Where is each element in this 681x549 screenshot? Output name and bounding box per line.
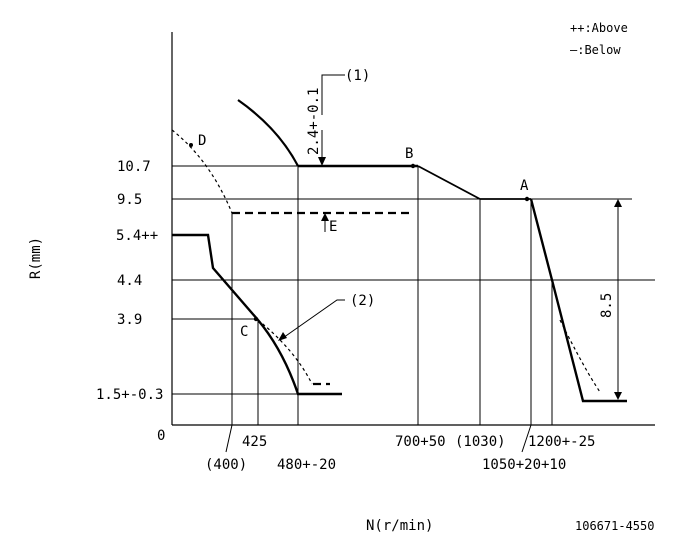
legend-below: —:Below [570,43,621,57]
lower-dashed-curve [257,319,313,385]
point-c-label: C [240,324,248,340]
point-e-label: E [329,219,337,235]
axes [171,32,655,426]
marker-c [253,316,259,322]
dim-arrow-bottom [614,392,622,400]
horizontal-guides [172,165,655,395]
upper-arc [237,99,299,167]
marker-d [189,143,193,147]
y-tick-1-5: 1.5+-0.3 [96,387,163,403]
governor-cutoff [529,198,627,403]
callout-1 [321,74,345,160]
right-dashed-curve [559,319,601,393]
x-axis-label: N(r/min) [366,518,433,534]
y-axis-label: R(mm) [28,237,44,279]
x-tick-480: 480+-20 [277,457,336,473]
x-tick-400: (400) [205,457,247,473]
marker-b [410,163,416,169]
span-label: 8.5 [599,293,615,318]
x-tick-425: 425 [242,434,267,450]
tick-leaders [225,424,532,453]
arrow-down-1 [318,157,326,166]
callout-2 [279,299,345,341]
point-markers [189,143,530,322]
x-tick-1050: 1050+20+10 [482,457,566,473]
y-tick-5-4: 5.4++ [116,228,158,244]
start-plateau [172,233,259,321]
x-tick-1030: (1030) [455,434,506,450]
y-tick-9-5: 9.5 [117,192,142,208]
torque-slope [417,165,531,200]
x-tick-1200: 1200+-25 [528,434,595,450]
dashed-curves [171,129,601,393]
x-tick-700: 700+50 [395,434,446,450]
characteristic-curve [172,99,627,403]
dim-arrow-top [614,199,622,207]
dashed-thick [232,211,410,386]
marker-a [524,196,530,202]
y-tick-10-7: 10.7 [117,159,151,175]
arrow-2 [278,332,287,341]
figure-id: 106671-4550 [575,519,654,533]
upper-dashed-arc [171,129,233,214]
legend-above: ++:Above [570,21,628,35]
point-d-label: D [198,133,206,149]
callout-2-label: (2) [350,293,375,309]
y-tick-3-9: 3.9 [117,312,142,328]
clearance-label: 2.4+-0.1 [306,88,322,155]
idle-droop-curve [257,319,342,396]
point-a-label: A [520,178,529,194]
arrow-up-e [321,213,329,221]
point-b-label: B [405,146,413,162]
y-tick-4-4: 4.4 [117,273,142,289]
vertical-guides [231,166,553,425]
origin-label: 0 [157,428,165,444]
callout-1-label: (1) [345,68,370,84]
